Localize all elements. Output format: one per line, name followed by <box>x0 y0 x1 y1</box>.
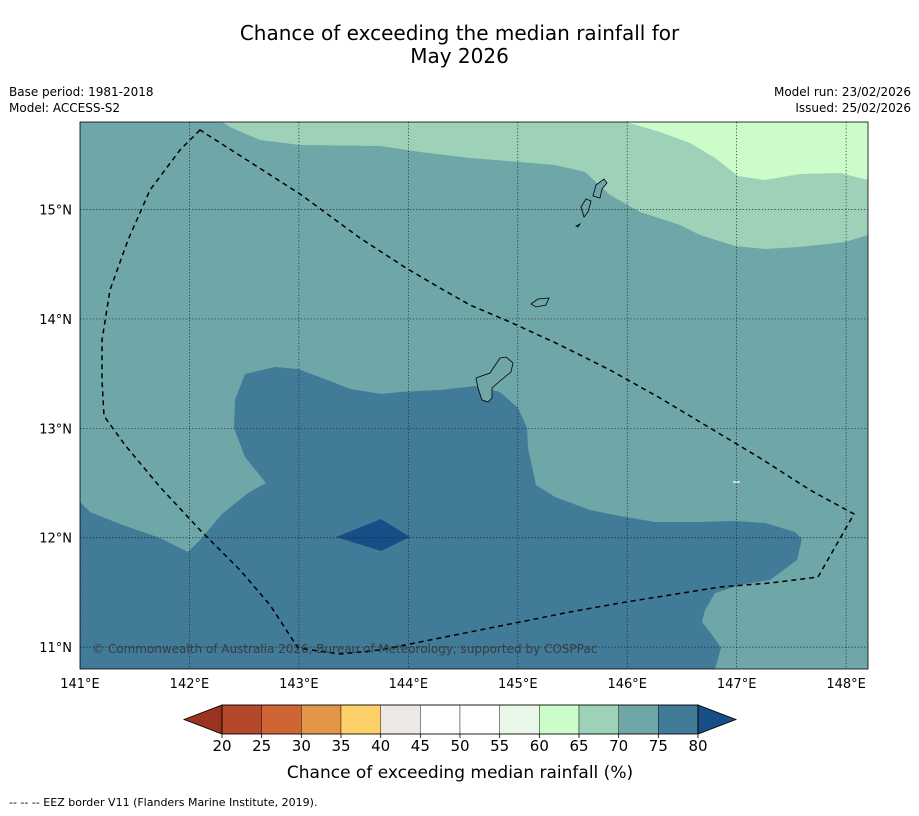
islands <box>475 178 608 403</box>
colorbar-tick-label: 35 <box>331 737 350 755</box>
island-rota <box>530 297 550 308</box>
colorbar-segment <box>658 704 699 735</box>
colorbar-tick-label: 80 <box>688 737 707 755</box>
colorbar-tick-label: 40 <box>371 737 390 755</box>
title-line-2: May 2026 <box>410 44 509 68</box>
lon-tick-label: 147°E <box>717 677 757 692</box>
colorbar-title: Chance of exceeding median rainfall (%) <box>287 763 633 783</box>
meta-right: Model run: 23/02/2026 Issued: 25/02/2026 <box>774 84 911 116</box>
colorbar-over-arrow <box>697 704 738 735</box>
colorbar-tick-label: 50 <box>450 737 469 755</box>
colorbar-segment <box>618 704 659 735</box>
colorbar-tick-label: 30 <box>292 737 311 755</box>
region-60-65 <box>626 122 868 180</box>
colorbar-segment <box>459 704 500 735</box>
graticule <box>80 122 868 669</box>
colorbar: 20 25 30 35 40 45 50 55 60 65 70 75 80 <box>182 704 738 755</box>
colorbar-tick-label: 25 <box>252 737 271 755</box>
lat-tick-label: 12°N <box>39 532 72 547</box>
map-title: Chance of exceeding the median rainfall … <box>0 22 919 68</box>
longitude-tick-labels: 141°E 142°E 143°E 144°E 145°E 146°E 147°E 148°E <box>60 677 866 692</box>
colorbar-segment <box>420 704 461 735</box>
colorbar-segment <box>301 704 342 735</box>
colorbar-tick-label: 20 <box>212 737 231 755</box>
model-run: Model run: 23/02/2026 <box>773 85 911 99</box>
map-frame <box>79 121 869 670</box>
map-panel: © Commonwealth of Australia 2026, Bureau… <box>80 122 868 669</box>
issued-date: Issued: 25/02/2026 <box>795 101 911 115</box>
meta-left: Base period: 1981-2018 Model: ACCESS-S2 <box>9 84 154 116</box>
colorbar-tick-label: 45 <box>411 737 430 755</box>
lat-tick-label: 13°N <box>39 422 72 437</box>
island-tinian <box>580 198 592 218</box>
lon-tick-label: 143°E <box>279 677 319 692</box>
model-name: Model: ACCESS-S2 <box>9 101 121 115</box>
lat-tick-label: 15°N <box>39 204 72 219</box>
colorbar-tick-label: 70 <box>609 737 628 755</box>
colorbar-segment <box>380 704 421 735</box>
colorbar-segment <box>261 704 302 735</box>
lon-tick-label: 148°E <box>826 677 866 692</box>
colorbar-segment <box>221 704 262 735</box>
copyright-text: © Commonwealth of Australia 2026, Bureau… <box>92 642 597 656</box>
lon-tick-label: 141°E <box>60 677 100 692</box>
base-period: Base period: 1981-2018 <box>9 85 154 99</box>
eez-footnote: -- -- -- EEZ border V11 (Flanders Marine… <box>9 796 318 809</box>
colorbar-tick-label: 65 <box>569 737 588 755</box>
colorbar-tick-label: 60 <box>530 737 549 755</box>
colorbar-segment <box>539 704 580 735</box>
lat-tick-label: 11°N <box>39 641 72 656</box>
title-line-1: Chance of exceeding the median rainfall … <box>239 21 680 45</box>
region-80-plus <box>336 519 410 551</box>
lat-tick-label: 14°N <box>39 313 72 328</box>
region-65-70 <box>222 122 868 249</box>
latitude-tick-labels: 15°N 14°N 13°N 12°N 11°N <box>39 204 72 657</box>
colorbar-tick-label: 55 <box>490 737 509 755</box>
island-aguijan <box>575 222 582 228</box>
island-guam <box>475 356 514 403</box>
colorbar-segment <box>340 704 381 735</box>
lon-tick-label: 142°E <box>170 677 210 692</box>
colorbar-segment <box>499 704 540 735</box>
lon-tick-label: 145°E <box>498 677 538 692</box>
lon-tick-label: 146°E <box>607 677 647 692</box>
island-saipan <box>592 178 608 199</box>
colorbar-under-arrow <box>182 704 223 735</box>
colorbar-tick-label: 75 <box>649 737 668 755</box>
colorbar-segment <box>578 704 619 735</box>
lon-tick-label: 144°E <box>389 677 429 692</box>
eez-border <box>101 129 856 655</box>
